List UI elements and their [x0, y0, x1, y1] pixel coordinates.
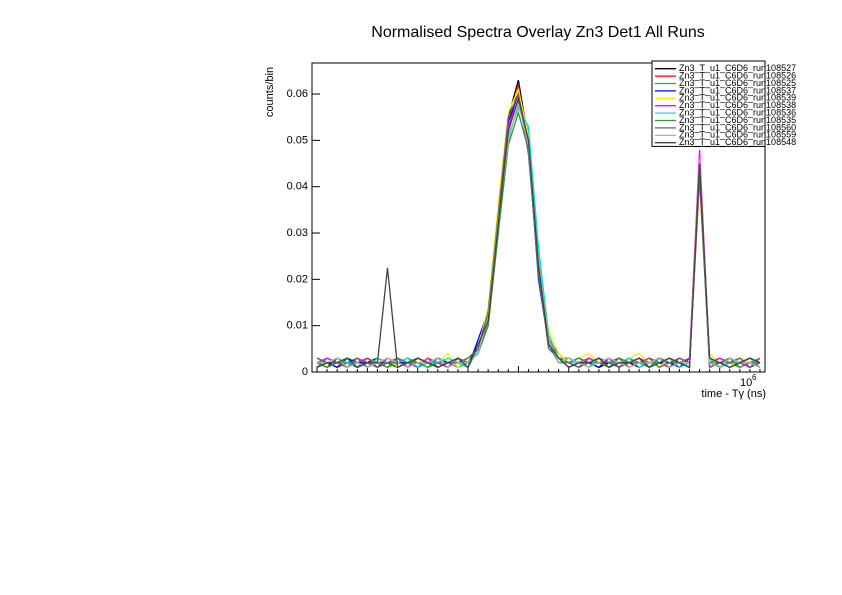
legend-label: Zn3_T_u1_C6D6_run108538	[679, 100, 796, 110]
plot-frame	[311, 62, 766, 373]
x-axis-label: time - Tγ (ns)	[701, 388, 766, 400]
legend-label: Zn3_T_u1_C6D6_run108525	[679, 78, 796, 88]
legend-label: Zn3_T_u1_C6D6_run108527	[679, 63, 796, 73]
y-tick-label: 0.06	[287, 88, 308, 100]
y-tick-label: 0.03	[287, 227, 308, 239]
y-tick-label: 0.01	[287, 320, 308, 332]
y-tick-label: 0.02	[287, 273, 308, 285]
legend-label: Zn3_T_u1_C6D6_run108535	[679, 115, 796, 125]
x-multiplier-exp: 6	[752, 373, 757, 382]
legend-label: Zn3_T_u1_C6D6_run108539	[679, 93, 796, 103]
legend-label: Zn3_T_u1_C6D6_run108548	[679, 137, 796, 147]
chart-title: Normalised Spectra Overlay Zn3 Det1 All …	[371, 24, 704, 41]
legend-box	[651, 60, 766, 147]
legend-label: Zn3_T_u1_C6D6_run108526	[679, 70, 796, 80]
y-tick-label: 0.05	[287, 134, 308, 146]
y-tick-label: 0.04	[287, 181, 308, 193]
y-tick-label: 0	[302, 366, 308, 378]
series-line	[316, 96, 761, 369]
x-multiplier: 10	[740, 377, 752, 389]
legend-label: Zn3_T_u1_C6D6_run108559	[679, 130, 796, 140]
y-axis-label: counts/bin	[264, 67, 276, 117]
legend-label: Zn3_T_u1_C6D6_run108560	[679, 122, 796, 132]
legend-label: Zn3_T_u1_C6D6_run108537	[679, 85, 796, 95]
legend-label: Zn3_T_u1_C6D6_run108536	[679, 107, 796, 117]
